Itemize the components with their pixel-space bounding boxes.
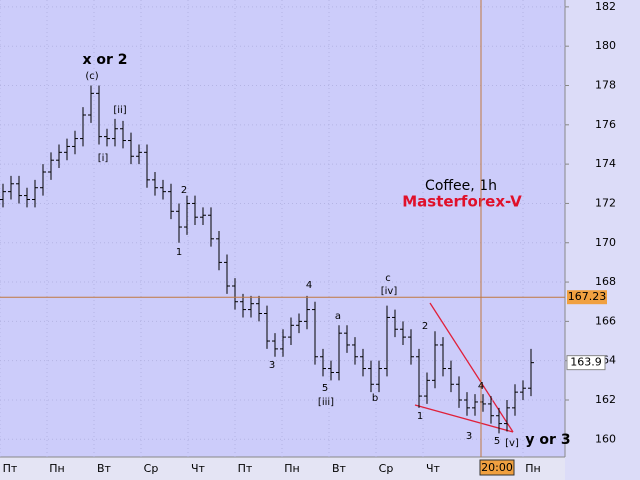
- trend-line: [414, 404, 514, 433]
- y-tick-label: 160: [595, 432, 616, 445]
- y-tick-label: 170: [595, 236, 616, 249]
- wave-label: x or 2: [82, 52, 127, 68]
- y-tick-label: 166: [595, 314, 616, 327]
- x-tick-label: Вт: [332, 462, 347, 475]
- last-price-label: 163.9: [570, 356, 602, 369]
- wave-label: [v]: [505, 438, 519, 449]
- x-tick-label: Пт: [3, 462, 18, 475]
- cursor-price-box: [567, 290, 607, 305]
- plot: [0, 0, 565, 457]
- x-tick-label: Пн: [49, 462, 64, 475]
- y-tick-label: 172: [595, 196, 616, 209]
- y-tick-label: 180: [595, 39, 616, 52]
- cursor-time-label: 20:00: [481, 461, 513, 474]
- wave-label: b: [372, 393, 378, 404]
- wave-label: a: [335, 311, 341, 322]
- wave-label: 5: [494, 436, 500, 447]
- y-tick-label: 162: [595, 393, 616, 406]
- wave-label: 1: [417, 411, 423, 422]
- wave-label: 4: [478, 381, 484, 392]
- wave-label: y or 3: [525, 432, 570, 448]
- cursor-price-label: 167.23: [568, 290, 607, 303]
- y-tick-label: 176: [595, 118, 616, 131]
- x-tick-label: Ср: [144, 462, 159, 475]
- y-tick-label: 168: [595, 275, 616, 288]
- wave-label: [ii]: [113, 105, 126, 116]
- wave-label: 3: [269, 360, 275, 371]
- wave-label: 3: [466, 431, 472, 442]
- y-tick-label: 174: [595, 157, 616, 170]
- chart-title: Coffee, 1h: [425, 178, 497, 194]
- wave-label: 2: [181, 185, 187, 196]
- y-tick-label: 182: [595, 0, 616, 13]
- wave-label: [i]: [98, 153, 109, 164]
- cursor-time-box: [479, 459, 515, 476]
- y-axis-area: [565, 0, 640, 480]
- wave-label: 1: [176, 247, 182, 258]
- last-price-box: [566, 355, 606, 371]
- x-tick-label: Пт: [238, 462, 253, 475]
- x-tick-label: Пн: [525, 462, 540, 475]
- y-tick-label: 178: [595, 79, 616, 92]
- wave-label: (c): [85, 71, 98, 82]
- chart-subtitle: Masterforex-V: [402, 193, 522, 211]
- wave-label: c: [385, 273, 391, 284]
- x-tick-label: Чт: [426, 462, 441, 475]
- x-tick-label: Вт: [97, 462, 112, 475]
- wave-label: [iv]: [381, 286, 398, 297]
- x-tick-label: Чт: [191, 462, 206, 475]
- wave-label: 2: [422, 321, 428, 332]
- x-axis-area: [0, 457, 565, 480]
- wave-label: 4: [306, 280, 312, 291]
- wave-label: [iii]: [318, 397, 334, 408]
- x-tick-label: Ср: [379, 462, 394, 475]
- x-tick-label: Пн: [284, 462, 299, 475]
- wave-label: 5: [322, 383, 328, 394]
